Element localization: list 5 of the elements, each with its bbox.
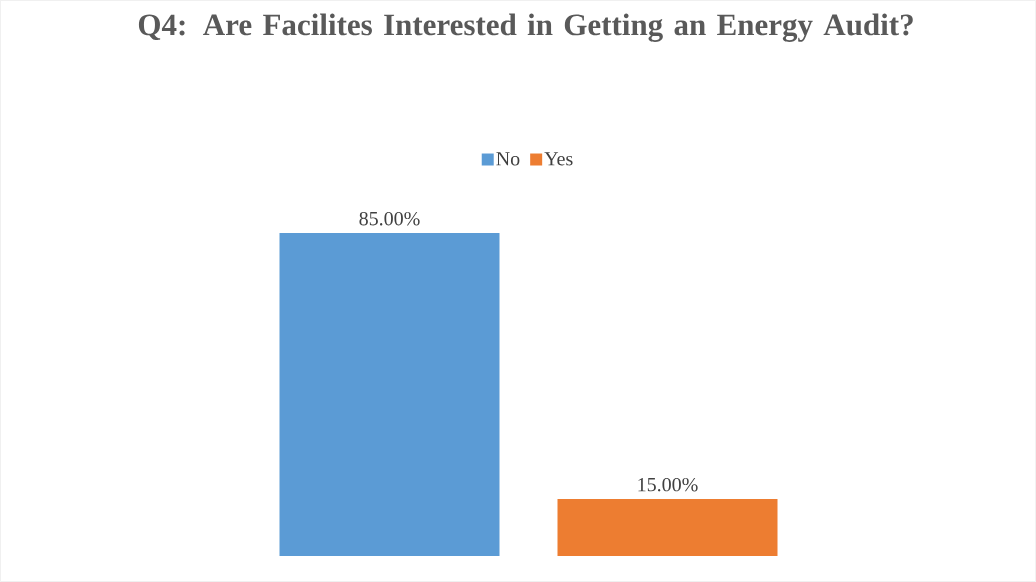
data-label: 15.00% [638, 477, 698, 492]
legend-label: No [496, 152, 520, 166]
chart-title: Q4: Are Facilites Interested in Getting an Energy Audit? [138, 13, 913, 42]
data-label: 85.00% [359, 211, 420, 226]
legend-label: Yes [544, 152, 573, 166]
